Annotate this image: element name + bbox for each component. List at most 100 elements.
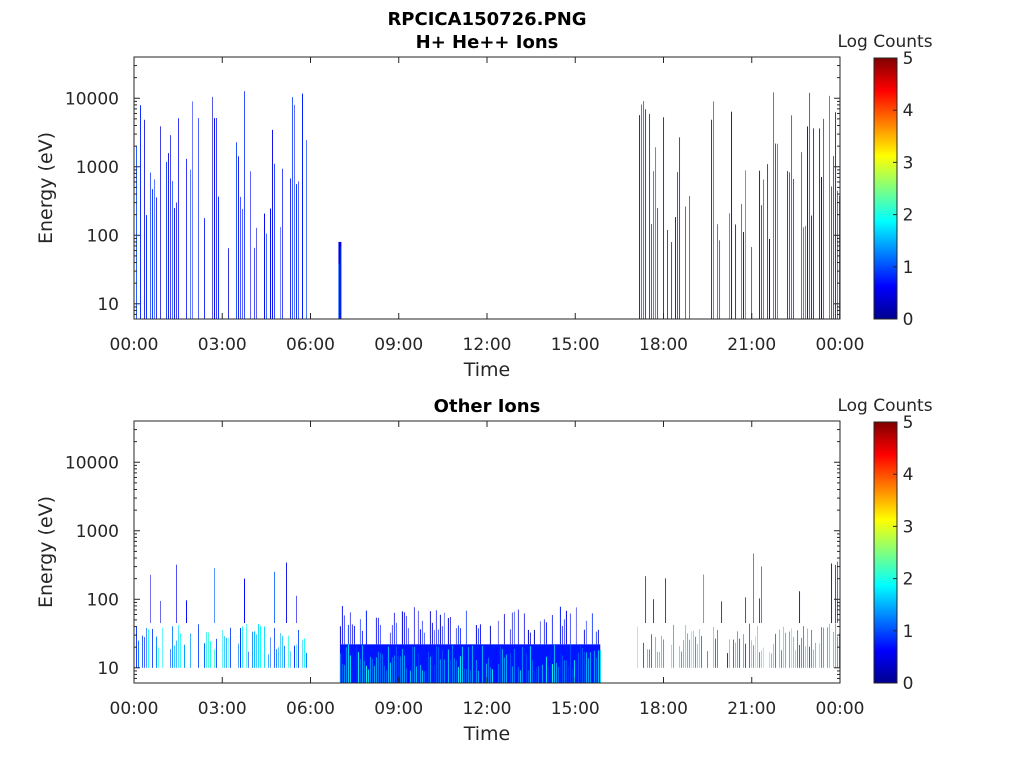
count-mark: [821, 176, 823, 319]
count-mark: [256, 227, 257, 319]
count-mark: [216, 638, 217, 668]
colorbar-tick-label: 0: [903, 310, 914, 330]
count-mark: [545, 656, 547, 683]
count-mark: [559, 653, 561, 683]
y-axis: 10 100 1000 10000: [65, 56, 840, 320]
count-mark: [543, 667, 545, 683]
count-mark: [689, 639, 691, 668]
count-mark: [793, 178, 795, 319]
count-mark: [489, 625, 491, 645]
count-mark: [174, 645, 175, 668]
count-mark: [743, 634, 745, 668]
count-mark: [785, 632, 787, 668]
count-mark: [252, 631, 253, 668]
count-mark: [783, 626, 785, 668]
count-mark: [451, 645, 453, 683]
count-mark: [645, 576, 647, 624]
count-mark: [250, 171, 251, 319]
count-mark: [294, 645, 295, 668]
count-mark: [717, 224, 719, 319]
count-mark: [551, 664, 553, 683]
count-mark: [190, 633, 191, 668]
count-mark: [413, 646, 415, 683]
count-mark: [585, 620, 587, 645]
y-tick-label: 10000: [65, 89, 119, 109]
count-mark: [835, 623, 837, 668]
count-mark: [477, 670, 479, 683]
count-mark: [216, 118, 217, 319]
count-mark: [226, 637, 227, 668]
count-mark: [343, 615, 345, 645]
count-mark: [357, 652, 359, 683]
count-mark: [597, 629, 599, 645]
count-mark: [254, 247, 255, 319]
count-mark: [186, 158, 187, 319]
x-tick-label: 18:00: [639, 699, 688, 719]
count-mark: [302, 639, 303, 668]
count-mark: [745, 597, 747, 624]
count-mark: [479, 624, 481, 645]
count-mark: [353, 654, 355, 683]
panel-other-ions: Other Ions 00:00 03:00 06:00 09:00 12:00 15:0…: [35, 396, 933, 745]
count-mark: [665, 578, 667, 624]
y-tick-label: 1000: [76, 158, 119, 178]
count-mark: [377, 617, 379, 645]
count-mark: [657, 208, 659, 319]
count-mark: [395, 622, 397, 645]
count-mark: [178, 625, 179, 668]
count-mark: [797, 630, 799, 668]
count-mark: [401, 649, 403, 683]
count-mark: [160, 600, 161, 624]
count-mark: [431, 652, 433, 683]
colorbar-tick-label: 5: [903, 49, 914, 69]
count-mark: [455, 660, 457, 683]
count-mark: [377, 651, 379, 683]
count-mark: [575, 649, 577, 683]
count-mark: [361, 645, 363, 683]
count-mark: [373, 665, 375, 683]
count-mark: [391, 625, 393, 645]
count-mark: [162, 627, 163, 668]
count-mark: [403, 655, 405, 683]
count-mark: [519, 670, 521, 683]
count-mark: [421, 670, 423, 683]
count-mark: [551, 615, 553, 645]
spectrogram-data: [136, 91, 841, 320]
count-mark: [595, 631, 597, 645]
x-tick-label: 09:00: [374, 335, 423, 355]
count-mark: [371, 658, 373, 683]
count-mark: [290, 178, 291, 319]
colorbar-tick-label: 2: [903, 206, 914, 226]
x-tick-label: 03:00: [198, 335, 247, 355]
count-mark: [663, 117, 665, 320]
count-mark: [771, 653, 773, 668]
count-mark: [170, 649, 171, 668]
figure-title: RPCICA150726.PNG: [387, 9, 586, 30]
count-mark: [819, 643, 821, 668]
count-mark: [218, 196, 219, 319]
count-mark: [353, 625, 355, 645]
count-mark: [292, 97, 293, 319]
count-mark: [415, 666, 417, 683]
count-mark: [649, 113, 651, 319]
count-mark: [693, 630, 695, 668]
count-mark: [282, 635, 283, 668]
y-tick-label: 10: [97, 295, 119, 315]
count-mark: [479, 654, 481, 683]
count-mark: [713, 101, 715, 320]
count-mark: [435, 610, 437, 645]
count-mark: [563, 660, 565, 683]
count-mark: [367, 669, 369, 683]
colorbar-tick-label: 4: [903, 101, 914, 121]
count-mark: [383, 665, 385, 683]
count-mark: [691, 631, 693, 668]
count-mark: [835, 112, 837, 320]
x-tick-label: 12:00: [463, 335, 512, 355]
count-mark: [761, 566, 763, 624]
count-mark: [425, 669, 427, 683]
count-mark: [585, 652, 587, 683]
count-mark: [721, 601, 723, 624]
colorbar: Log Counts 0 1 2 3 4 5: [837, 396, 932, 694]
count-mark: [531, 660, 533, 683]
count-mark: [689, 196, 691, 319]
